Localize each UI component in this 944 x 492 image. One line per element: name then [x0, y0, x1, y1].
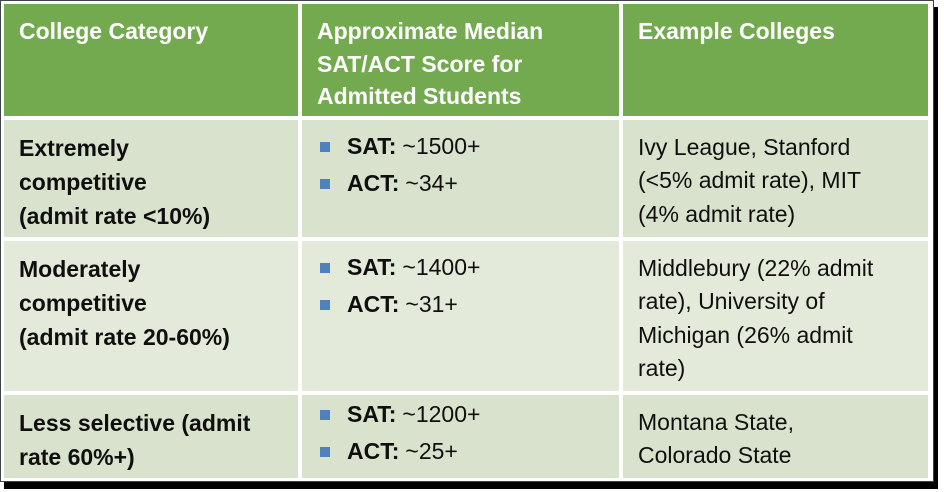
header-example-colleges: Example Colleges — [623, 4, 928, 116]
score-item-sat: SAT: ~1200+ — [317, 401, 604, 429]
score-value: ~34+ — [405, 169, 458, 196]
score-text: ACT: ~25+ — [347, 438, 458, 466]
scores-cell-row3: SAT: ~1200+ ACT: ~25+ — [302, 395, 619, 478]
bullet-square-icon — [320, 446, 330, 457]
bullet-square-icon — [320, 142, 330, 152]
header-college-category: College Category — [4, 4, 298, 116]
bullet-square-icon — [320, 410, 330, 420]
score-item-sat: SAT: ~1400+ — [317, 254, 604, 282]
score-text: SAT: ~1500+ — [347, 133, 480, 161]
examples-cell-row1: Ivy League, Stanford (<5% admit rate), M… — [623, 120, 928, 237]
score-label: SAT: — [347, 133, 397, 159]
scores-cell-row2: SAT: ~1400+ ACT: ~31+ — [302, 241, 619, 391]
score-text: ACT: ~31+ — [347, 291, 458, 319]
bullet-square-icon — [320, 178, 330, 189]
category-cell-moderately-competitive: Moderately competitive (admit rate 20-60… — [4, 241, 298, 391]
table-frame: College Category Approximate Median SAT/… — [0, 0, 934, 482]
category-cell-less-selective: Less selective (admit rate 60%+) — [4, 395, 298, 478]
score-item-sat: SAT: ~1500+ — [317, 133, 604, 161]
score-value: ~31+ — [405, 290, 458, 317]
score-label: SAT: — [347, 254, 397, 280]
score-value: ~1400+ — [402, 254, 481, 280]
college-selectivity-table: College Category Approximate Median SAT/… — [4, 4, 930, 478]
score-label: ACT: — [347, 290, 400, 317]
examples-cell-row3: Montana State, Colorado State — [623, 395, 928, 478]
score-value: ~1200+ — [402, 401, 481, 427]
score-item-act: ACT: ~31+ — [317, 291, 604, 319]
score-label: SAT: — [347, 401, 397, 427]
scores-cell-row1: SAT: ~1500+ ACT: ~34+ — [302, 120, 619, 237]
header-sat-act-score: Approximate Median SAT/ACT Score for Adm… — [302, 4, 619, 116]
examples-cell-row2: Middlebury (22% admit rate), University … — [623, 241, 928, 391]
score-label: ACT: — [347, 437, 400, 464]
bullet-square-icon — [320, 263, 330, 273]
category-cell-extremely-competitive: Extremely competitive (admit rate <10%) — [4, 120, 298, 237]
score-text: SAT: ~1400+ — [347, 254, 480, 282]
score-label: ACT: — [347, 169, 400, 196]
score-value: ~1500+ — [402, 133, 481, 159]
score-text: ACT: ~34+ — [347, 170, 458, 198]
score-value: ~25+ — [405, 437, 458, 464]
score-item-act: ACT: ~25+ — [317, 438, 604, 466]
bullet-square-icon — [320, 299, 330, 310]
score-text: SAT: ~1200+ — [347, 401, 480, 429]
score-item-act: ACT: ~34+ — [317, 170, 604, 198]
